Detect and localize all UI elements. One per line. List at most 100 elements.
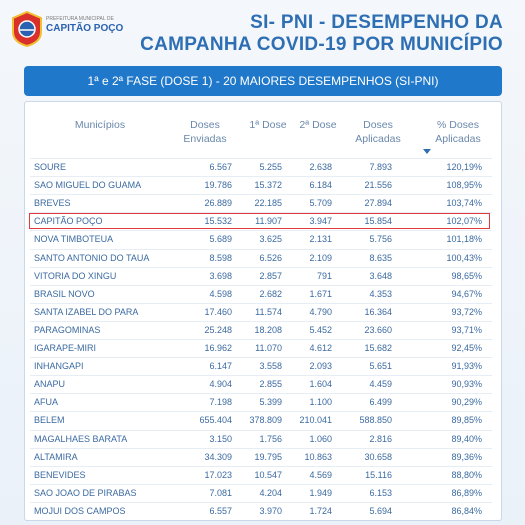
cell-value: 6.147 <box>209 361 232 372</box>
cell-value: 120,19% <box>446 162 482 172</box>
cell-value: 7.893 <box>369 162 392 172</box>
cell-value: 5.756 <box>369 234 392 245</box>
cell-value: 27.894 <box>364 198 392 209</box>
cell-value: 791 <box>316 270 332 281</box>
municipality: SAO JOAO DE PIRABAS <box>34 487 137 498</box>
cell-value: 5.694 <box>369 505 392 516</box>
cell-value: 89,36% <box>451 451 482 462</box>
municipality: BRASIL NOVO <box>34 288 95 299</box>
cell-value: 1.724 <box>309 505 332 516</box>
municipality: BREVES <box>34 198 71 209</box>
cell-value: 10.863 <box>304 451 332 462</box>
row-separator <box>30 176 492 178</box>
cell-value: 100,43% <box>446 252 482 263</box>
cell-value: 3.970 <box>259 505 282 516</box>
row-separator <box>30 248 492 250</box>
cell-value: 4.204 <box>259 487 282 498</box>
cell-value: 16.962 <box>204 343 232 353</box>
cell-value: 3.558 <box>259 361 282 372</box>
cell-value: 89,40% <box>451 433 482 444</box>
cell-value: 4.569 <box>309 469 332 480</box>
cell-value: 86,89% <box>451 487 482 498</box>
cell-value: 5.651 <box>369 361 392 372</box>
cell-value: 103,74% <box>446 198 482 209</box>
highlight-box <box>29 213 490 230</box>
cell-value: 1.756 <box>259 433 282 444</box>
cell-value: 1.100 <box>309 397 332 408</box>
cell-value: 30.658 <box>364 451 392 462</box>
cell-value: 7.081 <box>209 487 232 498</box>
column-header: 2ª Dose <box>299 119 337 131</box>
row-separator <box>30 158 492 159</box>
cell-value: 2.131 <box>309 234 332 245</box>
cell-value: 19.795 <box>254 451 282 462</box>
cell-value: 10.547 <box>254 469 282 480</box>
cell-value: 15.854 <box>364 216 392 227</box>
title-line: CAMPANHA COVID-19 POR MUNICÍPIO <box>140 34 503 55</box>
cell-value: 2.109 <box>309 252 332 263</box>
column-header: Doses Aplicadas <box>355 119 401 145</box>
row-separator <box>30 501 492 503</box>
cell-value: 2.093 <box>309 361 332 372</box>
cell-value: 93,72% <box>451 306 482 317</box>
cell-value: 2.682 <box>259 288 282 299</box>
cell-value: 19.786 <box>204 180 232 191</box>
cell-value: 6.567 <box>209 162 232 172</box>
cell-value: 22.185 <box>254 198 282 209</box>
cell-value: 34.309 <box>204 451 232 462</box>
cell-value: 4.904 <box>209 379 232 390</box>
municipality: SAO MIGUEL DO GUAMA <box>34 180 142 191</box>
cell-value: 1.949 <box>309 487 332 498</box>
cell-value: 3.150 <box>209 433 232 444</box>
cell-value: 2.816 <box>369 433 392 444</box>
column-header: Doses Enviadas <box>183 119 227 145</box>
row-separator <box>30 212 492 214</box>
cell-value: 6.557 <box>209 505 232 516</box>
cell-value: 86,84% <box>451 505 482 516</box>
cell-value: 5.709 <box>309 198 332 209</box>
cell-value: 90,29% <box>451 397 482 408</box>
cell-value: 3.625 <box>259 234 282 245</box>
cell-value: 18.208 <box>254 324 282 335</box>
row-separator <box>30 194 492 196</box>
cell-value: 98,65% <box>451 270 482 281</box>
cell-value: 11.907 <box>255 216 282 227</box>
cell-value: 23.660 <box>364 324 392 335</box>
cell-value: 93,71% <box>451 324 482 335</box>
municipality: MOJUI DOS CAMPOS <box>34 505 126 516</box>
cell-value: 1.060 <box>309 433 332 444</box>
municipality: AFUA <box>34 397 59 408</box>
municipality: BENEVIDES <box>34 469 86 480</box>
municipality: CAPITÃO POÇO <box>34 216 103 227</box>
row-separator <box>30 320 492 322</box>
row-separator <box>30 483 492 485</box>
cell-value: 11.070 <box>255 343 282 353</box>
row-separator <box>30 465 492 467</box>
cell-value: 2.855 <box>259 379 282 390</box>
municipality: BELEM <box>34 415 65 426</box>
cell-value: 4.459 <box>369 379 392 390</box>
municipality: NOVA TIMBOTEUA <box>34 234 114 245</box>
cell-value: 588.850 <box>359 415 392 426</box>
cell-value: 91,93% <box>451 361 482 372</box>
municipality: INHANGAPI <box>34 361 84 372</box>
cell-value: 101,18% <box>446 234 482 245</box>
cell-value: 8.598 <box>209 252 232 263</box>
cell-value: 655.404 <box>199 415 232 426</box>
cell-value: 378.809 <box>249 415 282 426</box>
cell-value: 92,45% <box>451 343 482 353</box>
cell-value: 15.532 <box>204 216 232 227</box>
cell-value: 26.889 <box>204 198 232 209</box>
cell-value: 6.153 <box>369 487 392 498</box>
cell-value: 89,85% <box>451 415 482 426</box>
title-line: SI- PNI - DESEMPENHO DA <box>250 12 503 33</box>
cell-value: 108,95% <box>446 180 482 191</box>
municipality: SANTA IZABEL DO PARA <box>34 306 139 317</box>
cell-value: 16.364 <box>364 306 392 317</box>
municipality: IGARAPE-MIRI <box>34 343 97 353</box>
cell-value: 88,80% <box>451 469 482 480</box>
cell-value: 94,67% <box>451 288 482 299</box>
cell-value: 3.648 <box>369 270 392 281</box>
logo-line2: CAPITÃO POÇO <box>46 23 124 34</box>
